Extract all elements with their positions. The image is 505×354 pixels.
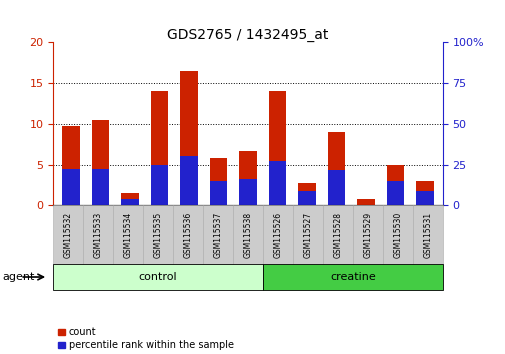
Text: control: control (138, 272, 177, 282)
Bar (121, 193, 138, 205)
Text: GSM115537: GSM115537 (213, 211, 222, 258)
Bar (268, 91, 286, 205)
Bar (150, 165, 168, 205)
Text: GSM115534: GSM115534 (123, 211, 132, 258)
Bar (62, 170, 80, 205)
Bar (209, 158, 227, 205)
Bar (180, 156, 197, 205)
Text: GSM115535: GSM115535 (153, 211, 162, 258)
Bar (239, 151, 256, 205)
Text: agent: agent (3, 272, 35, 282)
Text: GSM115532: GSM115532 (64, 211, 73, 258)
Bar (297, 183, 315, 205)
Bar (91, 169, 109, 205)
Text: GSM115531: GSM115531 (422, 211, 431, 258)
Text: GSM115527: GSM115527 (303, 211, 312, 258)
Bar (327, 132, 344, 205)
Bar (415, 191, 433, 205)
Text: GSM115530: GSM115530 (392, 211, 401, 258)
Bar (239, 179, 256, 205)
Bar (180, 71, 197, 205)
Text: GSM115526: GSM115526 (273, 211, 282, 258)
Text: GSM115529: GSM115529 (363, 211, 372, 258)
Bar (357, 199, 374, 205)
Text: GSM115538: GSM115538 (243, 211, 252, 258)
Bar (268, 161, 286, 205)
Bar (386, 165, 403, 205)
Bar (415, 181, 433, 205)
Bar (327, 170, 344, 205)
Bar (91, 120, 109, 205)
Text: GSM115533: GSM115533 (93, 211, 103, 258)
Legend: count, percentile rank within the sample: count, percentile rank within the sample (58, 327, 233, 350)
Text: GDS2765 / 1432495_at: GDS2765 / 1432495_at (167, 28, 328, 42)
Bar (150, 91, 168, 205)
Bar (209, 181, 227, 205)
Bar (297, 191, 315, 205)
Bar (62, 126, 80, 205)
Bar (121, 199, 138, 205)
Text: GSM115528: GSM115528 (333, 212, 342, 257)
Text: GSM115536: GSM115536 (183, 211, 192, 258)
Bar (386, 181, 403, 205)
Text: creatine: creatine (329, 272, 375, 282)
